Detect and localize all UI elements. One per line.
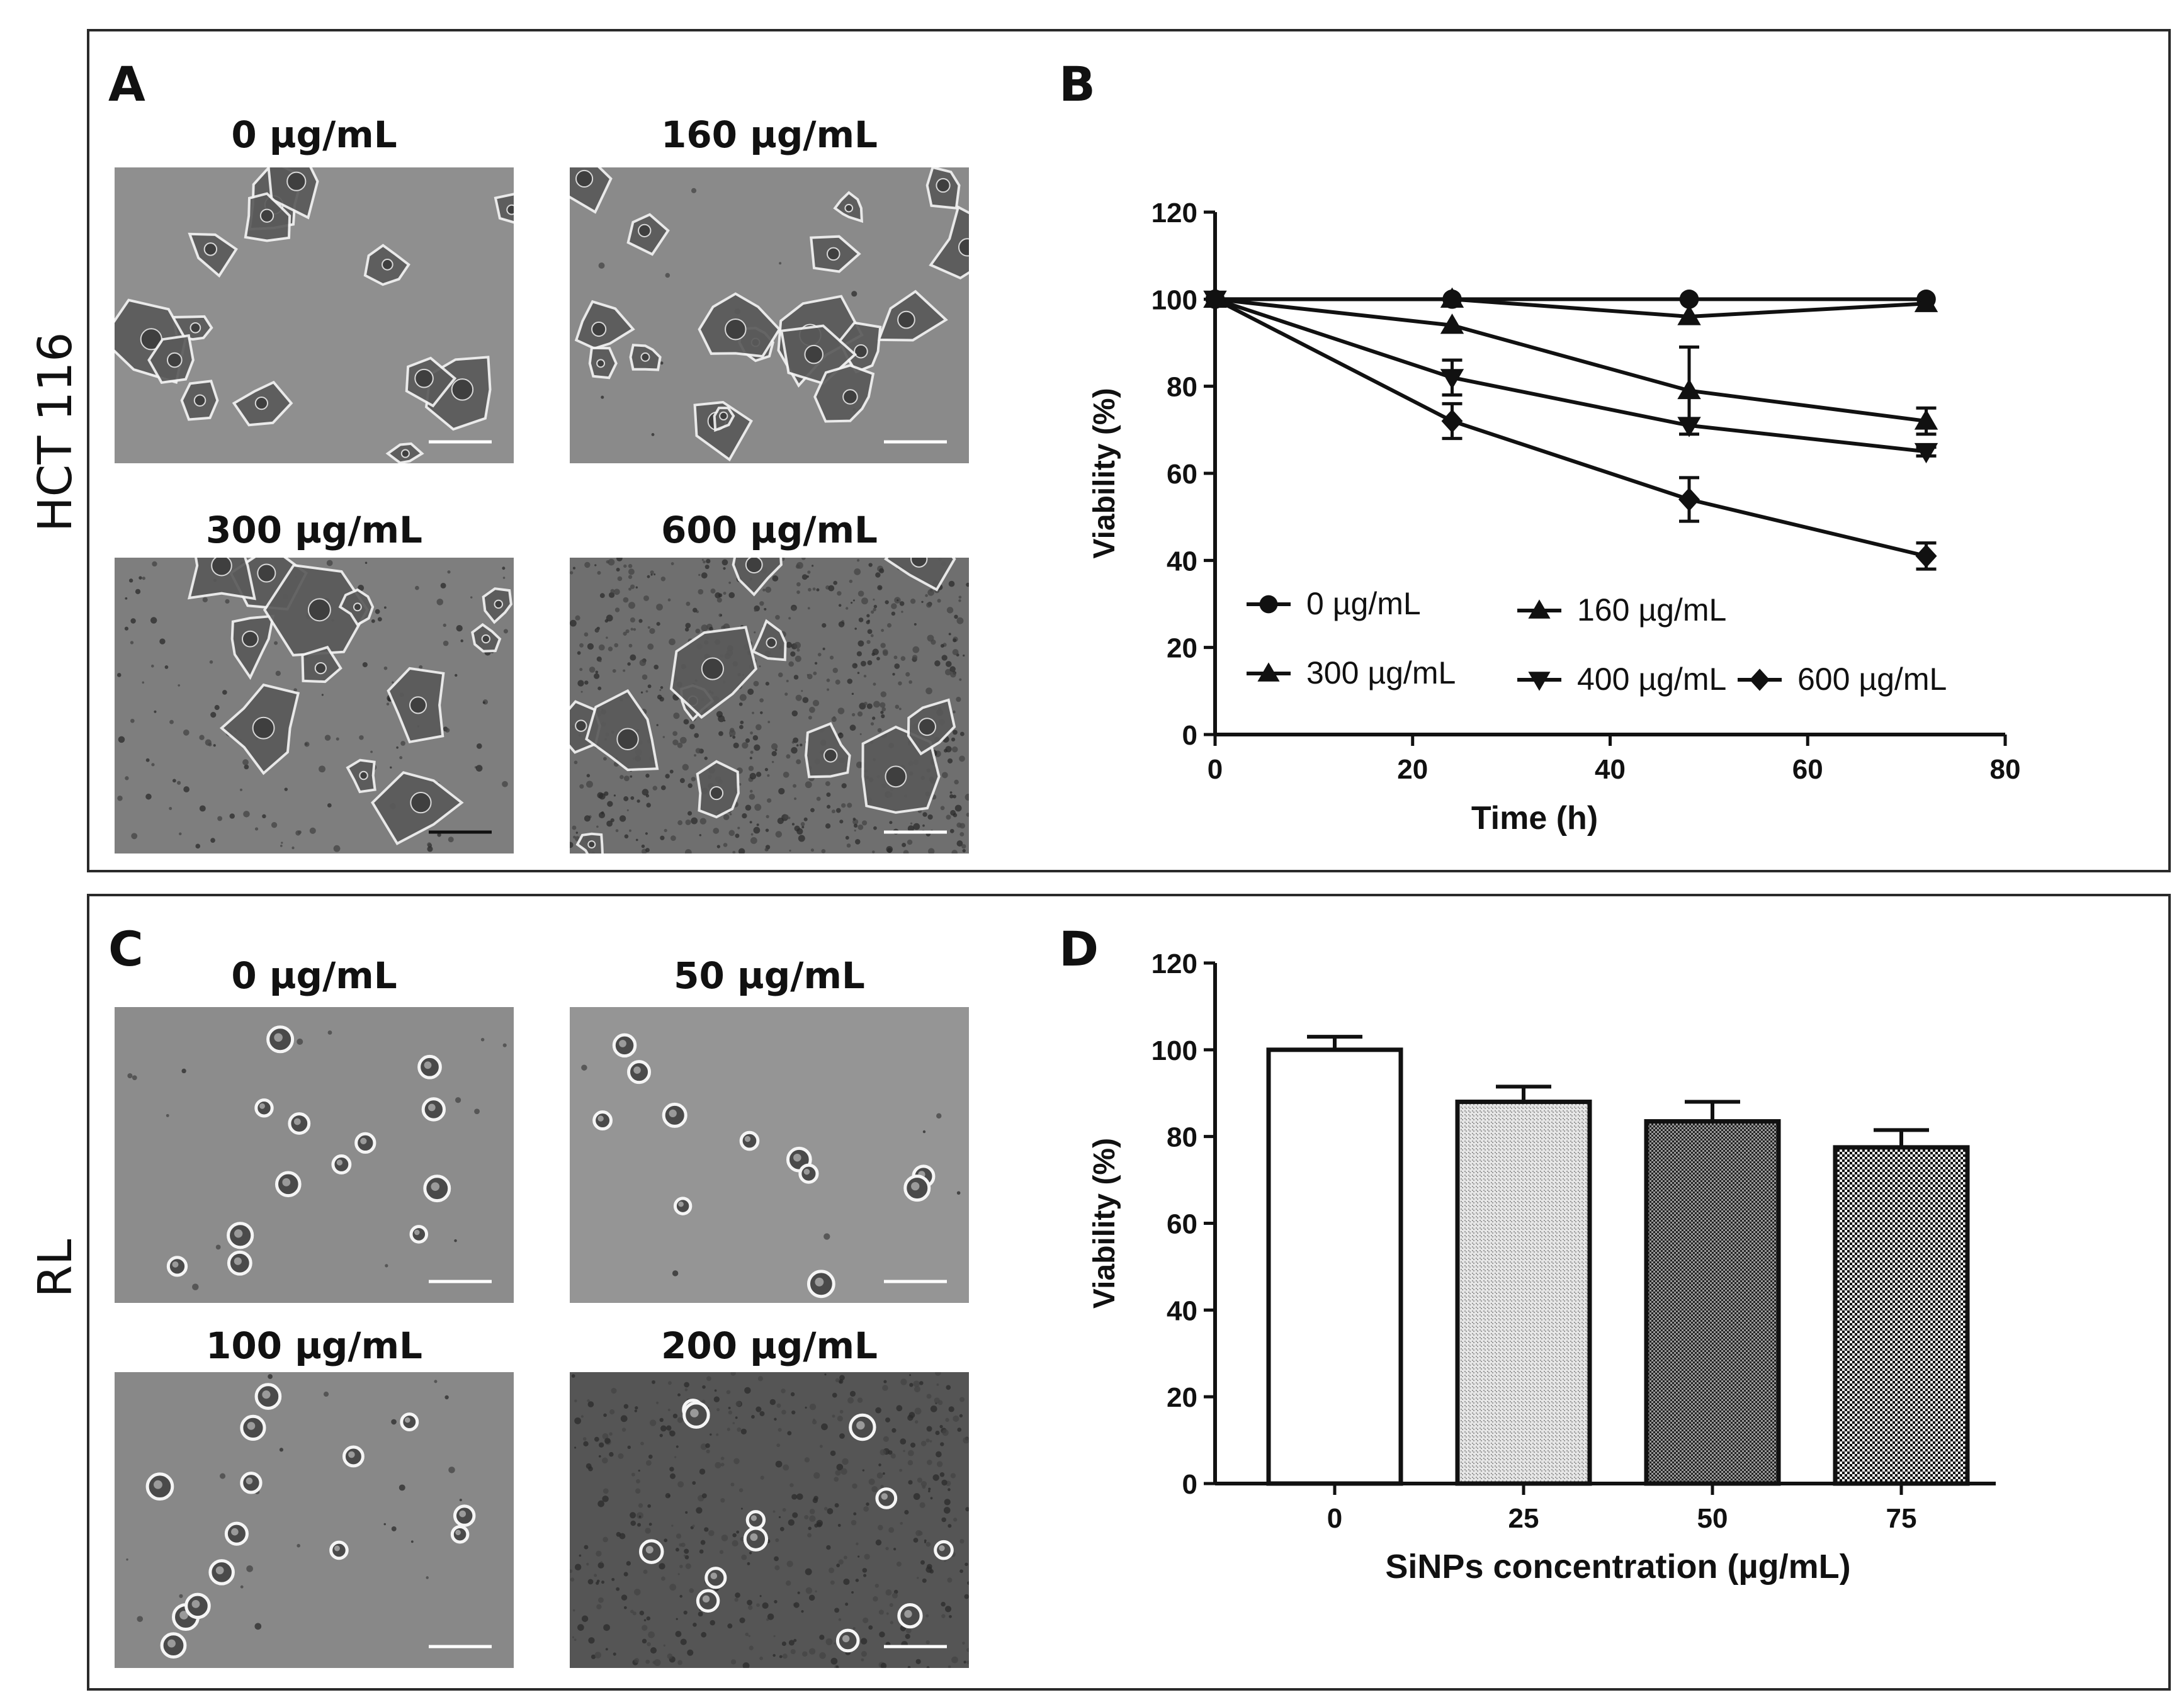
y-axis-label: Viability (%): [1088, 1138, 1121, 1309]
series-line-3: [1214, 297, 1927, 454]
panel-letter-a: A: [108, 56, 145, 112]
x-axis-label: Time (h): [1471, 800, 1598, 837]
micro-label-c-50: 50 µg/mL: [674, 954, 865, 997]
x-tick-label: 20: [1397, 754, 1428, 785]
micrograph-c-100: [115, 1372, 514, 1668]
micro-label-a-160: 160 µg/mL: [660, 113, 878, 156]
x-tick-label: 0: [1327, 1503, 1342, 1534]
chart-b-viability-time: 0 20 40 60 80 100 120 Viability (%) 0 20 40 60 80 Tim…: [1088, 198, 2021, 837]
y-tick-label: 120: [1151, 198, 1197, 228]
chart-d-viability-concentration: 0 20 40 60 80 100 120 Viability (%) 0 25 50 75 SiNPs…: [1088, 949, 1996, 1586]
panel-letter-b: B: [1059, 56, 1095, 112]
micro-label-a-600: 600 µg/mL: [660, 509, 878, 551]
y-tick-label: 60: [1167, 459, 1197, 490]
legend-label-2: 300 µg/mL: [1306, 655, 1456, 690]
bar-25: [1455, 1100, 1592, 1486]
y-tick-label: 0: [1182, 1469, 1197, 1500]
micrograph-a-160: [570, 167, 969, 463]
legend-marker-3: [1528, 672, 1551, 691]
data-point-s4-3: [1915, 544, 1937, 568]
micro-label-c-100: 100 µg/mL: [205, 1324, 423, 1367]
micrograph-c-0: [115, 1007, 514, 1303]
data-point-s2-1: [1440, 313, 1464, 334]
bar-50: [1644, 1119, 1781, 1486]
y-tick-label: 40: [1167, 546, 1197, 577]
y-tick-label: 100: [1151, 1035, 1197, 1066]
panel-letter-d: D: [1059, 921, 1099, 977]
data-point-s4-2: [1678, 487, 1700, 512]
x-tick-label: 0: [1208, 754, 1223, 785]
x-axis-label: SiNPs concentration (µg/mL): [1385, 1548, 1850, 1586]
row-label-rl: RL: [28, 1239, 82, 1298]
series-line-4: [1214, 297, 1927, 558]
data-point-s1-2: [1677, 305, 1701, 325]
bar-0: [1266, 1047, 1403, 1486]
legend-label-3: 400 µg/mL: [1577, 662, 1726, 697]
bar-75: [1833, 1145, 1970, 1486]
y-tick-label: 20: [1167, 633, 1197, 664]
y-tick-label: 120: [1151, 949, 1197, 979]
x-tick-label: 80: [1990, 754, 2021, 785]
legend-label-0: 0 µg/mL: [1306, 586, 1421, 621]
legend-label-1: 160 µg/mL: [1577, 592, 1726, 628]
micro-label-c-200: 200 µg/mL: [660, 1324, 878, 1367]
y-tick-label: 20: [1167, 1382, 1197, 1413]
micro-label-c-0: 0 µg/mL: [231, 954, 397, 997]
y-tick-label: 40: [1167, 1295, 1197, 1326]
y-tick-label: 80: [1167, 1122, 1197, 1153]
micro-label-a-0: 0 µg/mL: [231, 113, 397, 156]
series-line-2: [1214, 297, 1927, 423]
micrograph-a-600: [570, 558, 969, 854]
x-tick-label: 75: [1886, 1503, 1917, 1534]
data-point-s3-3: [1914, 442, 1938, 464]
y-tick-label: 80: [1167, 372, 1197, 403]
legend-marker-1: [1528, 599, 1551, 619]
data-point-s2-3: [1914, 409, 1938, 430]
data-point-s3-1: [1440, 369, 1464, 390]
data-point-s2-2: [1677, 378, 1701, 400]
x-tick-label: 40: [1595, 754, 1626, 785]
row-label-hct116: HCT 116: [28, 332, 82, 532]
data-point-s4-1: [1441, 409, 1463, 433]
micrograph-c-50: [570, 1007, 969, 1303]
y-tick-label: 100: [1151, 284, 1197, 315]
panel-letter-c: C: [108, 921, 144, 977]
x-tick-label: 25: [1508, 1503, 1539, 1534]
y-axis-label: Viability (%): [1088, 388, 1121, 558]
legend-marker-0: [1259, 595, 1278, 614]
legend-marker-2: [1257, 662, 1280, 682]
micro-label-a-300: 300 µg/mL: [205, 509, 423, 551]
y-tick-label: 60: [1167, 1209, 1197, 1240]
data-point-s4-0: [1204, 287, 1226, 312]
micrograph-c-200: [570, 1372, 969, 1668]
data-point-s1-1: [1440, 287, 1464, 308]
micrograph-a-0: [115, 167, 514, 463]
series-line-1: [1215, 297, 1927, 319]
micrograph-a-300: [115, 558, 514, 854]
legend-marker-4: [1750, 668, 1770, 691]
x-tick-label: 60: [1792, 754, 1823, 785]
y-tick-label: 0: [1182, 720, 1197, 751]
x-tick-label: 50: [1697, 1503, 1728, 1534]
data-point-s0-2: [1679, 290, 1699, 309]
data-point-s1-3: [1914, 291, 1938, 312]
legend-label-4: 600 µg/mL: [1797, 662, 1947, 697]
data-point-s3-2: [1677, 417, 1701, 437]
